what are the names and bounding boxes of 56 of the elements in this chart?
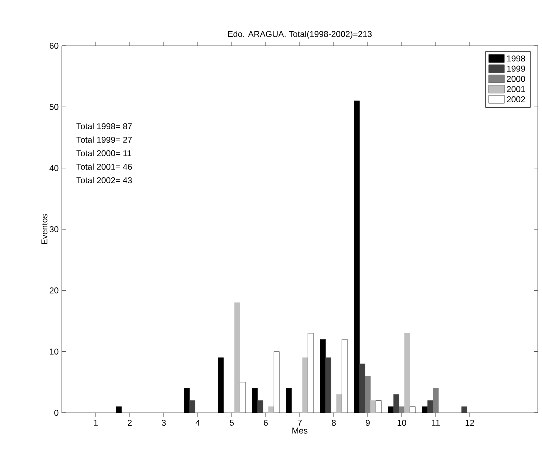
bar — [274, 352, 280, 413]
bar — [252, 388, 258, 413]
y-axis-title: Eventos — [42, 214, 48, 244]
bar — [370, 400, 376, 413]
y-tick-label: 60 — [50, 42, 59, 49]
bar — [240, 382, 246, 413]
bar — [116, 406, 122, 413]
bar — [268, 406, 274, 413]
annotation: Total 2002= 43 — [76, 177, 132, 184]
bar — [376, 400, 382, 413]
x-tick-label: 8 — [332, 420, 336, 426]
legend-label: 2002 — [507, 96, 526, 103]
annotation: Total 1999= 27 — [76, 136, 132, 144]
x-tick-label: 10 — [398, 420, 406, 426]
bar — [354, 100, 360, 413]
y-tick-label: 10 — [50, 348, 59, 355]
x-tick-label: 4 — [196, 420, 200, 426]
legend-label: 1999 — [507, 66, 526, 72]
x-tick-label: 12 — [466, 420, 474, 426]
bar — [410, 406, 416, 413]
legend-label: 2000 — [507, 76, 526, 82]
y-tick-label: 20 — [50, 288, 59, 294]
bar — [336, 394, 342, 413]
y-tick-label: 50 — [50, 104, 59, 110]
x-tick-label: 9 — [366, 420, 370, 426]
y-tick-label: 40 — [50, 165, 59, 172]
bar — [218, 358, 224, 413]
bar — [404, 333, 410, 413]
x-axis-title: Mes — [292, 428, 308, 434]
bar — [286, 388, 292, 413]
annotation: Total 2000= 11 — [76, 150, 132, 157]
x-tick-label: 1 — [94, 420, 98, 426]
bar — [302, 358, 308, 413]
bar — [422, 406, 428, 413]
x-tick-label: 5 — [230, 420, 234, 426]
bar — [308, 333, 314, 413]
y-tick-label: 0 — [54, 410, 59, 416]
x-tick-label: 11 — [432, 420, 440, 426]
x-tick-label: 2 — [128, 420, 132, 426]
chart-title: Edo. ARAGUA. Total(1998-2002)=213 — [228, 31, 372, 39]
bar — [320, 339, 326, 413]
bar — [399, 406, 405, 413]
y-tick-label: 30 — [50, 226, 59, 232]
bar — [388, 406, 394, 413]
bar — [234, 302, 240, 413]
legend-label: 1998 — [507, 56, 526, 62]
bar — [184, 388, 190, 413]
x-tick-label: 6 — [264, 420, 268, 426]
x-tick-label: 3 — [162, 420, 166, 426]
bar — [342, 339, 348, 413]
x-tick-label: 7 — [298, 420, 302, 426]
annotation: Total 1998= 87 — [76, 123, 132, 130]
bar — [365, 376, 371, 413]
annotation: Total 2001= 46 — [76, 164, 132, 170]
bar — [433, 388, 439, 413]
legend-label: 2001 — [507, 86, 526, 92]
